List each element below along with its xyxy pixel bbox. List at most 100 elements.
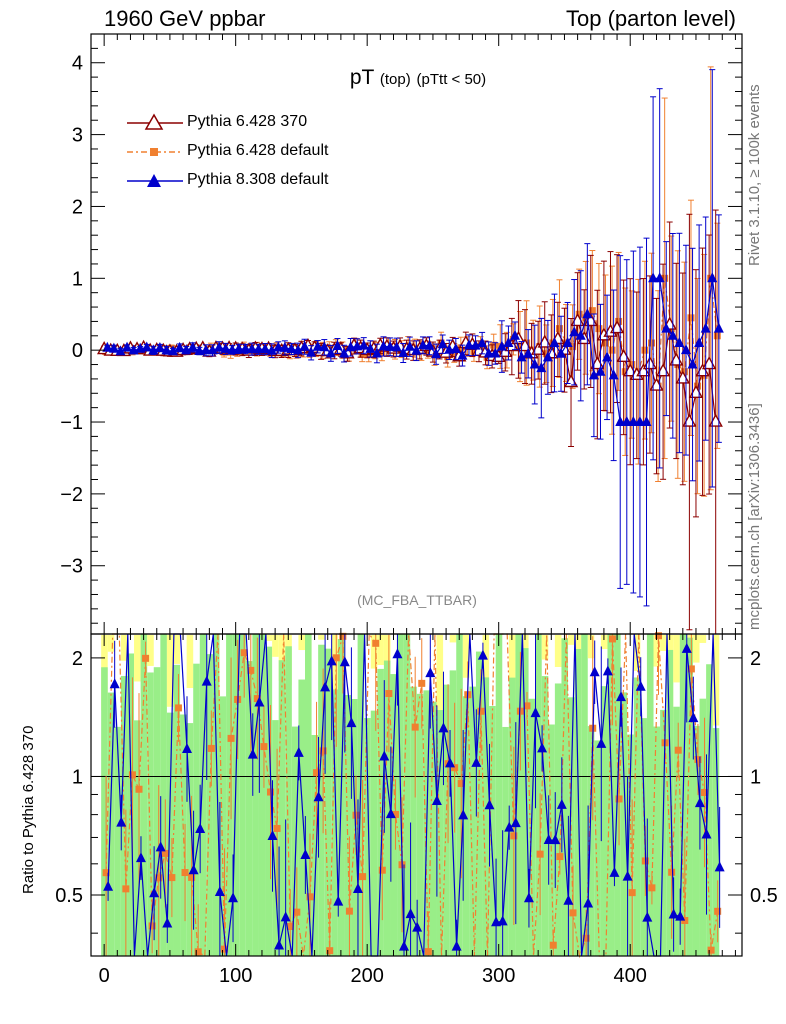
ratio-point xyxy=(707,946,715,954)
green-band xyxy=(101,667,108,956)
data-point xyxy=(457,349,468,360)
green-band xyxy=(475,651,483,956)
data-point xyxy=(398,347,409,358)
ratio-point xyxy=(379,750,390,761)
data-point xyxy=(595,365,606,376)
ratio-point xyxy=(405,908,416,919)
data-point xyxy=(503,336,514,347)
plot-title: pT (top) (pTtt < 50) xyxy=(350,66,486,90)
data-point xyxy=(556,347,567,358)
data-point xyxy=(187,341,198,352)
ratio-point xyxy=(477,649,488,660)
data-point xyxy=(437,338,448,349)
data-point xyxy=(174,341,185,352)
data-point xyxy=(306,346,317,357)
ratio-point xyxy=(326,947,334,955)
green-band xyxy=(351,699,358,956)
data-point xyxy=(490,347,501,358)
ratio-point xyxy=(458,809,469,820)
ratio-point xyxy=(162,917,173,928)
yellow-band xyxy=(186,635,194,689)
data-point xyxy=(516,351,527,362)
ratio-point xyxy=(674,746,682,754)
yellow-band xyxy=(699,635,707,643)
data-point xyxy=(378,340,389,351)
green-band xyxy=(436,710,444,956)
green-band xyxy=(219,696,227,956)
data-point xyxy=(582,308,593,319)
ratio-point xyxy=(188,873,196,881)
data-point xyxy=(286,342,297,353)
ratio-point xyxy=(457,780,465,788)
ratio-point xyxy=(372,639,380,647)
data-point xyxy=(424,339,435,350)
ratio-point xyxy=(385,690,393,698)
ratio-point xyxy=(306,893,314,901)
ratio-point xyxy=(615,795,623,803)
ratio-point xyxy=(609,866,620,877)
green-band xyxy=(416,693,424,956)
ratio-point xyxy=(392,648,403,659)
data-point xyxy=(141,341,152,352)
ratio-point xyxy=(267,829,278,840)
data-point xyxy=(654,272,665,283)
yellow-band xyxy=(265,635,273,641)
green-band xyxy=(258,634,266,956)
x-tick-label: 0 xyxy=(99,965,110,987)
yellow-band xyxy=(600,635,608,650)
green-band xyxy=(673,706,680,956)
yellow-band xyxy=(377,635,384,666)
green-band xyxy=(226,634,233,956)
ratio-point xyxy=(274,939,285,950)
data-point xyxy=(207,344,218,355)
green-band xyxy=(482,677,490,956)
data-point xyxy=(575,329,586,340)
ratio-point xyxy=(477,707,485,715)
green-band xyxy=(686,637,693,956)
ratio-y-tick-label: 0.5 xyxy=(55,885,83,907)
ratio-point xyxy=(293,908,301,916)
ratio-point xyxy=(228,892,239,903)
x-tick-label: 200 xyxy=(350,965,383,987)
green-band xyxy=(429,701,437,956)
ratio-point xyxy=(135,785,143,793)
yellow-band xyxy=(318,635,325,640)
data-point xyxy=(470,347,478,355)
process-label: Top (parton level) xyxy=(566,6,736,31)
ratio-point xyxy=(616,691,627,702)
yellow-band xyxy=(278,635,286,681)
data-point xyxy=(641,346,649,354)
data-point xyxy=(371,347,382,358)
x-tick-label: 400 xyxy=(614,965,647,987)
green-band xyxy=(383,660,391,956)
data-point xyxy=(233,342,244,353)
ratio-point xyxy=(293,746,304,757)
green-band xyxy=(699,698,707,956)
green-band xyxy=(298,679,305,956)
green-band xyxy=(502,726,509,956)
ratio-point xyxy=(510,817,521,828)
ratio-point xyxy=(313,791,324,802)
ratio-point xyxy=(648,884,656,892)
data-point xyxy=(694,336,705,347)
data-point xyxy=(542,351,553,362)
ratio-point xyxy=(582,934,590,942)
green-band xyxy=(495,634,503,956)
data-point xyxy=(562,336,573,347)
data-point xyxy=(713,322,724,333)
data-point xyxy=(602,351,613,362)
data-point xyxy=(496,340,507,351)
data-point xyxy=(378,348,386,356)
yellow-band xyxy=(541,635,549,660)
data-point xyxy=(648,272,659,283)
green-band xyxy=(535,634,542,956)
y-tick-label: −1 xyxy=(60,412,83,434)
data-point xyxy=(122,341,133,352)
ratio-point xyxy=(628,889,636,897)
y-tick-label: 4 xyxy=(72,53,83,75)
ratio-y-tick-label-right: 0.5 xyxy=(750,885,778,907)
ratio-point xyxy=(681,642,692,653)
green-band xyxy=(147,672,154,956)
data-point xyxy=(616,348,631,363)
ratio-point xyxy=(602,665,613,676)
